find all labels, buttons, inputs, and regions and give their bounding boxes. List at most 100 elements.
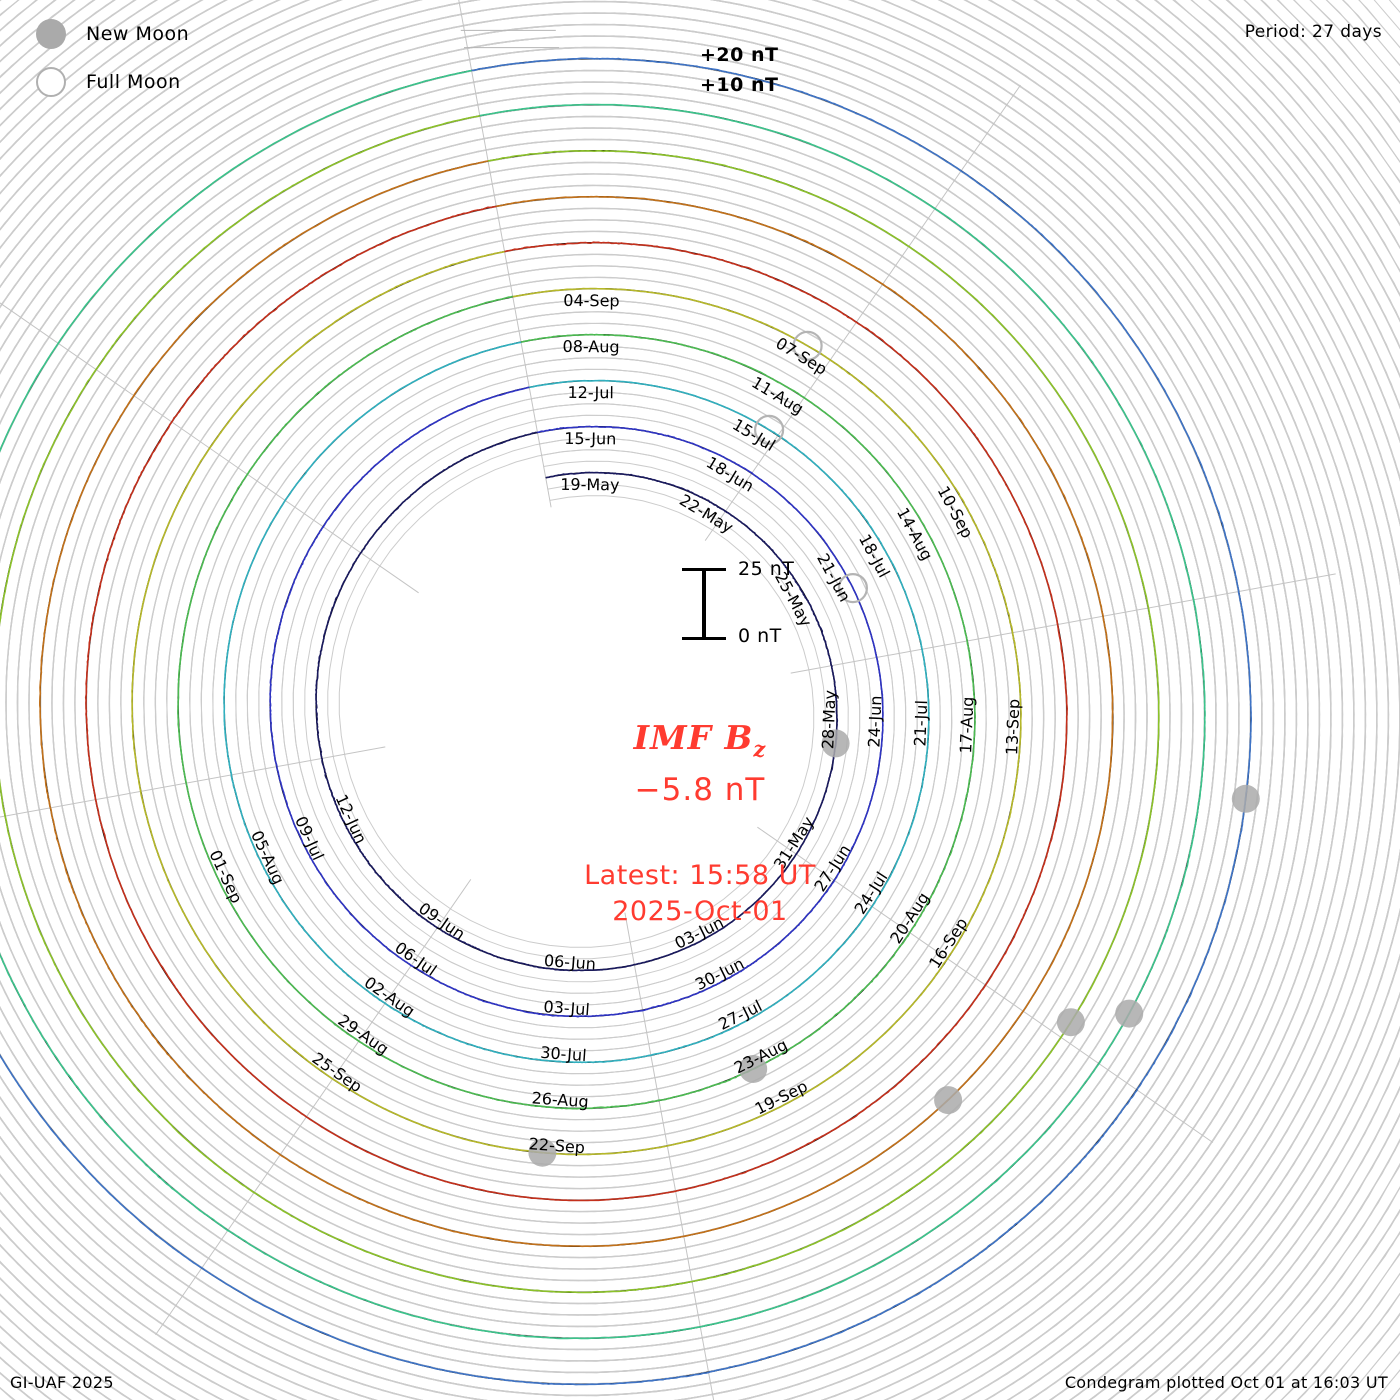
- spiral-date-label: 19-May: [560, 475, 619, 495]
- full-moon-marker: [792, 330, 823, 361]
- spiral-date-label: 06-Jun: [543, 951, 596, 974]
- data-trace: [269, 386, 884, 1018]
- spiral-date-label: 25-Sep: [309, 1049, 366, 1097]
- radial-spoke: [624, 912, 715, 1400]
- data-trace: [223, 341, 930, 1064]
- new-moon-marker: [1056, 1008, 1085, 1037]
- radial-spoke: [0, 746, 386, 818]
- new-moon-marker: [934, 1086, 963, 1115]
- footer-plot-timestamp: Condegram plotted Oct 01 at 16:03 UT: [1064, 1373, 1388, 1392]
- legend-item-new-moon: New Moon: [22, 10, 322, 58]
- spiral-date-label: 19-Sep: [752, 1076, 811, 1118]
- data-trace: [0, 57, 1252, 1386]
- new-moon-marker: [739, 1055, 768, 1083]
- radial-spoke: [704, 84, 1021, 541]
- spiral-date-label: 30-Jun: [692, 954, 747, 994]
- spiral-date-label: 11-Aug: [748, 373, 807, 419]
- spiral-date-label: 22-May: [676, 490, 737, 537]
- data-trace: [0, 115, 1160, 1294]
- latest-time-label: Latest: 15:58 UT: [584, 859, 816, 891]
- data-trace: [177, 295, 976, 1110]
- radial-tick-label-20nt: +20 nT: [700, 44, 779, 66]
- period-note: Period: 27 days: [1244, 22, 1382, 42]
- scale-bar-stem: [702, 568, 706, 640]
- center-readout: IMF Bz −5.8 nT Latest: 15:58 UT 2025-Oct…: [0, 718, 1400, 930]
- spiral-date-label: 07-Sep: [772, 333, 830, 378]
- spiral-date-label: 04-Sep: [563, 291, 619, 310]
- radial-spoke: [458, 0, 552, 508]
- spiral-date-label: 30-Jul: [540, 1043, 588, 1065]
- quantity-name: IMF B: [633, 718, 754, 757]
- radial-spoke: [790, 573, 1336, 674]
- spiral-date-label: 08-Aug: [563, 337, 620, 356]
- new-moon-icon: [36, 19, 66, 49]
- new-moon-marker: [528, 1138, 557, 1167]
- scale-bar-top-label: 25 nT: [738, 558, 795, 580]
- moon-marker-layer: [528, 330, 1260, 1167]
- spiral-date-label: 06-Jul: [391, 938, 440, 980]
- current-value: −5.8 nT: [634, 771, 766, 808]
- full-moon-icon: [36, 67, 66, 97]
- spiral-date-label: 02-Aug: [361, 973, 419, 1021]
- full-moon-marker: [837, 572, 869, 604]
- legend-label-new-moon: New Moon: [86, 23, 190, 45]
- spiral-date-label: 21-Jul: [910, 700, 931, 747]
- spiral-date-label: 26-Aug: [531, 1088, 589, 1111]
- quantity-subscript: z: [753, 736, 767, 762]
- amplitude-gridline: [0, 23, 1286, 1400]
- spiral-baseline: [177, 296, 976, 1110]
- data-trace: [131, 250, 1022, 1156]
- spiral-date-label: 24-Jun: [864, 695, 885, 748]
- spiral-date-label: 03-Jul: [543, 997, 591, 1019]
- new-moon-marker: [821, 729, 850, 758]
- data-trace: [39, 160, 1114, 1248]
- legend-label-full-moon: Full Moon: [86, 71, 181, 93]
- latest-date-label: 2025-Oct-01: [612, 895, 788, 927]
- new-moon-marker: [1115, 999, 1144, 1028]
- radial-spoke: [155, 879, 472, 1336]
- spiral-date-label: 22-Sep: [528, 1134, 586, 1157]
- spiral-date-label: 29-Aug: [334, 1011, 392, 1059]
- quantity-title: IMF Bz: [0, 718, 1400, 770]
- radial-tick-label-10nt: +10 nT: [700, 74, 779, 96]
- spiral-date-label: 17-Aug: [956, 696, 977, 754]
- amplitude-scale-bar: 25 nT 0 nT: [680, 558, 860, 655]
- spiral-date-label: 15-Jun: [564, 429, 616, 448]
- scale-bar-bottom-label: 0 nT: [738, 625, 782, 647]
- moon-phase-legend: New Moon Full Moon: [22, 10, 322, 106]
- full-moon-marker: [753, 414, 785, 445]
- new-moon-marker: [1231, 784, 1260, 813]
- scale-bar-bottom-cap: [682, 637, 726, 640]
- footer-attribution: GI-UAF 2025: [10, 1373, 114, 1392]
